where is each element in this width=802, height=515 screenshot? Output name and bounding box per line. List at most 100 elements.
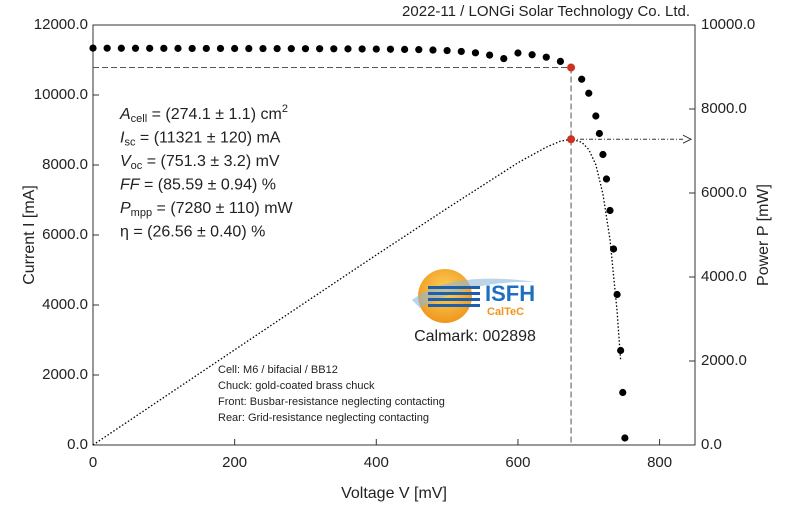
y-tick-label: 2000.0 — [42, 366, 88, 383]
iv-point — [429, 46, 437, 54]
logo-text: ISFH — [485, 281, 535, 306]
y-tick-label: 8000.0 — [42, 156, 88, 173]
iv-point — [602, 175, 611, 183]
iv-point — [556, 57, 565, 65]
y2-tick-label: 4000.0 — [701, 268, 747, 285]
iv-point — [287, 45, 295, 53]
annotation-subscript: cell — [131, 113, 148, 125]
iv-point — [259, 44, 267, 53]
iv-point — [415, 46, 423, 54]
y2-tick-label: 0.0 — [701, 436, 722, 453]
annotation-value: = (274.1 ± 1.1) cm — [147, 106, 282, 123]
iv-point — [358, 45, 366, 53]
y-tick-label: 6000.0 — [42, 226, 88, 243]
iv-point — [599, 150, 607, 159]
cell-info: Chuck: gold-coated brass chuck — [218, 380, 375, 392]
iv-point — [188, 44, 196, 53]
annotation: η = (26.56 ± 0.40) % — [120, 224, 265, 241]
y-tick-label: 10000.0 — [34, 86, 88, 103]
annotation-symbol: FF — [120, 177, 141, 194]
annotation-value: = (11321 ± 120) mA — [135, 130, 280, 147]
iv-point — [117, 44, 125, 52]
y-axis-label: Current I [mA] — [21, 185, 38, 285]
iv-point — [542, 53, 550, 61]
annotation-value: = (7280 ± 110) mW — [152, 200, 293, 217]
iv-point — [621, 434, 629, 442]
logo: ISFH CalTeC — [412, 269, 535, 323]
annotation-superscript: 2 — [282, 103, 288, 115]
x-tick-label: 600 — [505, 454, 530, 471]
cell-info: Front: Busbar-resistance neglecting cont… — [218, 396, 445, 408]
iv-point — [595, 129, 603, 138]
iv-point — [443, 46, 451, 55]
annotation-value: = (751.3 ± 3.2) mV — [142, 153, 280, 170]
iv-point — [330, 45, 338, 53]
y2-tick-label: 2000.0 — [701, 352, 747, 369]
cell-info: Rear: Grid-resistance neglecting contact… — [218, 412, 429, 424]
iv-point — [619, 388, 627, 397]
y2-tick-label: 10000.0 — [701, 16, 755, 33]
annotation-value: = (85.59 ± 0.94) % — [140, 177, 276, 194]
x-tick-label: 0 — [89, 454, 97, 471]
iv-point — [273, 44, 281, 53]
x-tick-label: 800 — [647, 454, 672, 471]
annotation-value: = (26.56 ± 0.40) % — [129, 224, 265, 241]
annotation-symbol: V — [120, 153, 132, 170]
mpp-current-point — [567, 63, 576, 72]
iv-point — [486, 51, 494, 59]
annotation: FF = (85.59 ± 0.94) % — [120, 177, 276, 194]
iv-point — [585, 89, 593, 97]
y-tick-label: 0.0 — [67, 436, 88, 453]
annotation-symbol: η — [120, 224, 129, 241]
iv-point — [606, 206, 614, 215]
iv-point — [344, 45, 352, 53]
x-tick-label: 200 — [222, 454, 247, 471]
iv-point — [202, 44, 210, 53]
iv-point — [89, 44, 97, 52]
iv-point — [174, 44, 182, 52]
iv-point — [386, 45, 395, 53]
iv-point — [578, 75, 586, 83]
iv-point — [471, 49, 480, 57]
cell-info: Cell: M6 / bifacial / BB12 — [218, 364, 338, 376]
y-tick-label: 12000.0 — [34, 16, 88, 33]
arrow-head — [682, 134, 693, 144]
calmark: Calmark: 002898 — [414, 328, 536, 345]
annotation: Voc = (751.3 ± 3.2) mV — [120, 153, 280, 172]
annotation: Isc = (11321 ± 120) mA — [120, 130, 281, 149]
x-axis-label: Voltage V [mV] — [341, 485, 447, 502]
x-tick-label: 400 — [364, 454, 389, 471]
logo-subtext: CalTeC — [487, 306, 524, 318]
annotation-symbol: P — [120, 200, 131, 217]
iv-point — [301, 45, 310, 53]
iv-point — [500, 55, 508, 63]
chart-title: 2022-11 / LONGi Solar Technology Co. Ltd… — [402, 3, 690, 20]
iv-point — [131, 44, 140, 52]
iv-point — [245, 44, 253, 53]
iv-point — [514, 49, 522, 57]
annotation-symbol: I — [120, 130, 125, 147]
annotation-subscript: oc — [131, 160, 143, 172]
iv-point — [160, 44, 168, 52]
annotation-symbol: A — [119, 106, 131, 123]
iv-point — [457, 47, 465, 56]
iv-point — [401, 45, 409, 53]
iv-point — [231, 44, 239, 53]
iv-point — [316, 45, 324, 53]
power-curve — [92, 138, 622, 446]
annotation-subscript: mpp — [131, 207, 152, 219]
annotation: Acell = (274.1 ± 1.1) cm2 — [119, 103, 288, 125]
iv-point — [103, 44, 111, 52]
iv-point — [617, 346, 625, 355]
iv-point — [592, 112, 600, 120]
iv-point — [372, 45, 380, 53]
iv-point — [528, 51, 536, 59]
y-tick-label: 4000.0 — [42, 296, 88, 313]
iv-point — [146, 44, 154, 52]
iv-point — [216, 44, 225, 53]
annotation: Pmpp = (7280 ± 110) mW — [120, 200, 294, 219]
y2-tick-label: 8000.0 — [701, 100, 747, 117]
y2-axis-label: Power P [mW] — [755, 184, 772, 286]
mpp-power-point — [567, 135, 576, 144]
